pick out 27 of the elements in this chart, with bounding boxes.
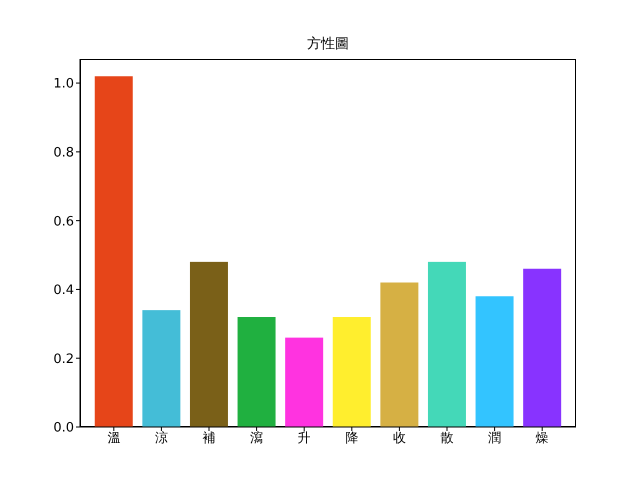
x-tick-label: 散 — [440, 431, 454, 446]
bar — [190, 262, 228, 427]
bar — [142, 310, 180, 427]
x-tick-label: 收 — [392, 431, 406, 446]
bar — [523, 268, 562, 427]
x-tick-label: 燥 — [536, 431, 549, 446]
bar — [238, 316, 276, 427]
bar — [94, 76, 133, 427]
y-tick-label: 0.4 — [53, 283, 74, 298]
chart-title: 方性圖 — [306, 35, 350, 53]
x-tick-label: 涼 — [154, 431, 168, 446]
y-tick-label: 1.0 — [53, 76, 74, 92]
bar — [476, 296, 514, 427]
y-tick-label: 0.6 — [53, 214, 74, 230]
x-tick-label: 升 — [298, 431, 311, 446]
x-tick-label: 補 — [202, 431, 216, 446]
x-tick-label: 降 — [345, 431, 358, 446]
x-tick-label: 潤 — [488, 431, 502, 446]
x-tick-label: 溫 — [107, 431, 120, 446]
bar — [332, 316, 371, 427]
x-tick-label: 瀉 — [250, 431, 264, 446]
y-tick-label: 0.8 — [53, 145, 74, 160]
y-tick-label: 0.2 — [53, 352, 74, 367]
bar — [428, 262, 466, 427]
y-tick-label: 0.0 — [53, 420, 74, 436]
bar — [380, 282, 418, 427]
bar — [285, 338, 324, 427]
